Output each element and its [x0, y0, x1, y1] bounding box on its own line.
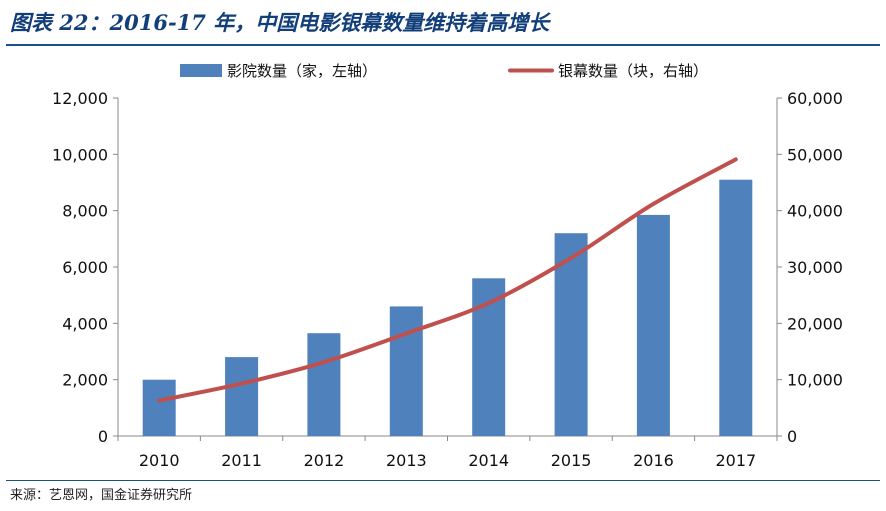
right-tick-label: 50,000: [787, 145, 843, 164]
legend-bar-label: 影院数量（家，左轴）: [227, 62, 377, 80]
legend-bar-swatch: [180, 64, 222, 77]
bar-2013: [389, 306, 423, 436]
plot-area: 0 2,000 4,000 6,000 8,000 10,000 12,000 0 10,00…: [52, 89, 843, 470]
chart-title: 图表 22：2016-17 年，中国电影银幕数量维持着高增长: [10, 10, 550, 35]
legend-line-label: 银幕数量（块，右轴）: [558, 62, 708, 80]
right-tick-label: 40,000: [787, 202, 843, 221]
title-divider: [6, 44, 880, 46]
left-tick-marks: [113, 97, 118, 437]
left-tick-label: 2,000: [62, 371, 108, 390]
x-tick-label: 2017: [715, 451, 756, 470]
left-tick-label: 10,000: [52, 145, 108, 164]
left-tick-label: 6,000: [62, 258, 108, 277]
bar-2010: [142, 379, 176, 436]
x-tick-label: 2011: [221, 451, 262, 470]
right-tick-marks: [777, 97, 782, 437]
x-tick-label: 2013: [386, 451, 427, 470]
right-axis-tick-labels: 0 10,000 20,000 30,000 40,000 50,000 60,000: [787, 89, 843, 446]
source-note: 来源：艺恩网，国金证券研究所: [10, 488, 193, 503]
x-tick-label: 2010: [139, 451, 180, 470]
bar-2016: [636, 214, 670, 436]
x-tick-marks: [117, 436, 778, 441]
left-tick-label: 0: [98, 427, 108, 446]
right-tick-label: 0: [787, 427, 797, 446]
left-tick-label: 8,000: [62, 202, 108, 221]
left-tick-label: 4,000: [62, 314, 108, 333]
x-axis-tick-labels: 2010 2011 2012 2013 2014 2015 2016 2017: [139, 451, 756, 470]
bar-2017: [719, 179, 753, 436]
right-tick-label: 60,000: [787, 89, 843, 108]
bar-2012: [307, 333, 341, 436]
line-series: [157, 157, 738, 403]
x-tick-label: 2015: [551, 451, 592, 470]
left-axis-tick-labels: 0 2,000 4,000 6,000 8,000 10,000 12,000: [52, 89, 108, 446]
right-tick-label: 30,000: [787, 258, 843, 277]
x-tick-label: 2016: [633, 451, 674, 470]
right-tick-label: 20,000: [787, 314, 843, 333]
left-tick-label: 12,000: [52, 89, 108, 108]
right-tick-label: 10,000: [787, 371, 843, 390]
legend: 影院数量（家，左轴） 银幕数量（块，右轴）: [180, 62, 708, 80]
bar-2011: [225, 357, 259, 436]
x-tick-label: 2012: [304, 451, 345, 470]
bar-series: [142, 179, 753, 436]
footer-divider: [6, 480, 880, 481]
x-tick-label: 2014: [468, 451, 509, 470]
chart: 影院数量（家，左轴） 银幕数量（块，右轴） 0 2,000 4,000 6,000 8,…: [52, 62, 843, 470]
bar-2015: [554, 233, 588, 436]
